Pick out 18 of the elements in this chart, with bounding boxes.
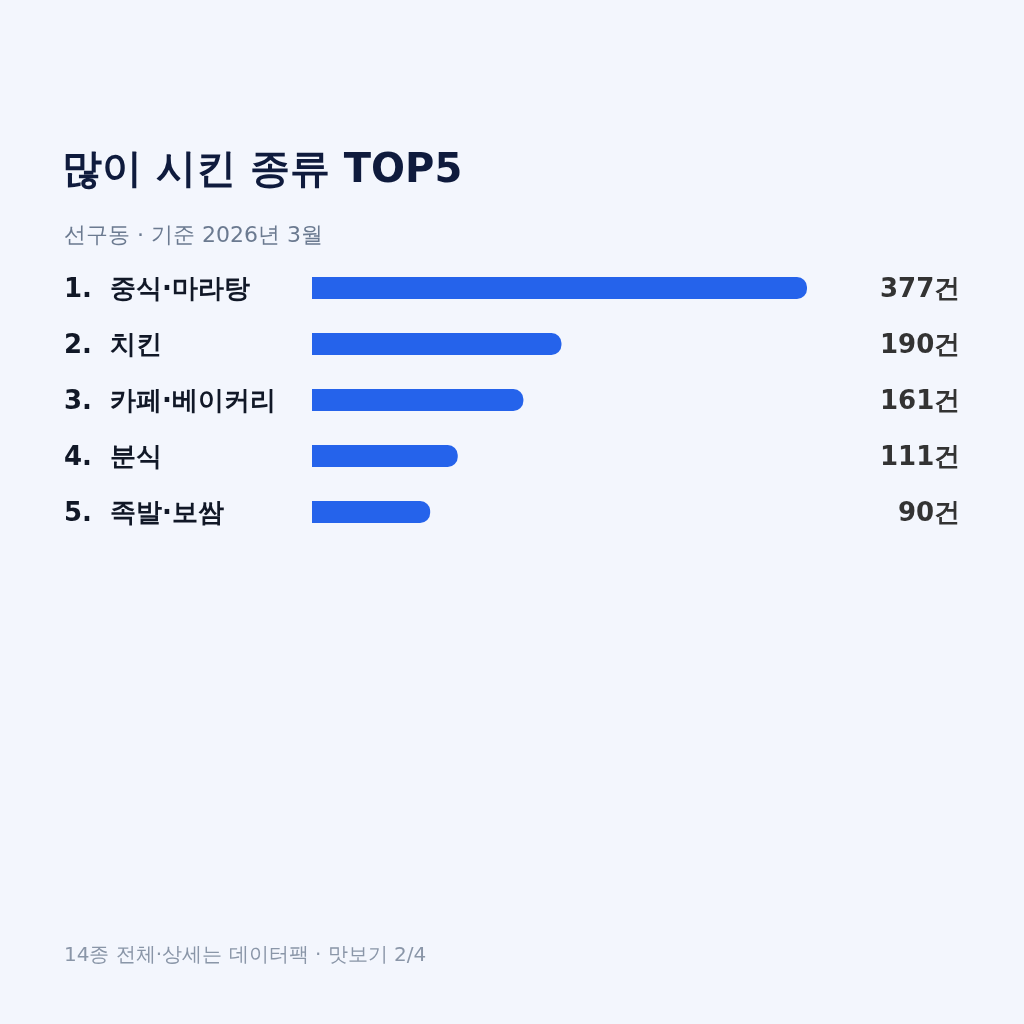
- y-tick-label: 1. 중식·마라탕: [64, 273, 250, 303]
- chart-subtitle: 선구동 · 기준 2026년 3월: [64, 222, 323, 247]
- y-tick-label: 2. 치킨: [64, 329, 163, 359]
- bar: [312, 333, 562, 355]
- data-label: 161건: [880, 385, 961, 415]
- y-tick-label: 4. 분식: [64, 441, 163, 471]
- y-tick-label: 5. 족발·보쌈: [64, 497, 224, 527]
- bar: [312, 389, 524, 411]
- bar: [312, 277, 807, 299]
- data-label: 90건: [898, 497, 961, 527]
- data-label: 111건: [880, 441, 961, 471]
- data-label: 190건: [880, 329, 961, 359]
- chart-title: 많이 시킨 종류 TOP5: [62, 145, 463, 191]
- bar: [312, 445, 458, 467]
- text: 14종 전체·상세는 데이터팩 · 맛보기 2/4: [64, 942, 427, 966]
- y-tick-label: 3. 카페·베이커리: [64, 385, 276, 415]
- data-label: 377건: [880, 273, 961, 303]
- bar: [312, 501, 431, 523]
